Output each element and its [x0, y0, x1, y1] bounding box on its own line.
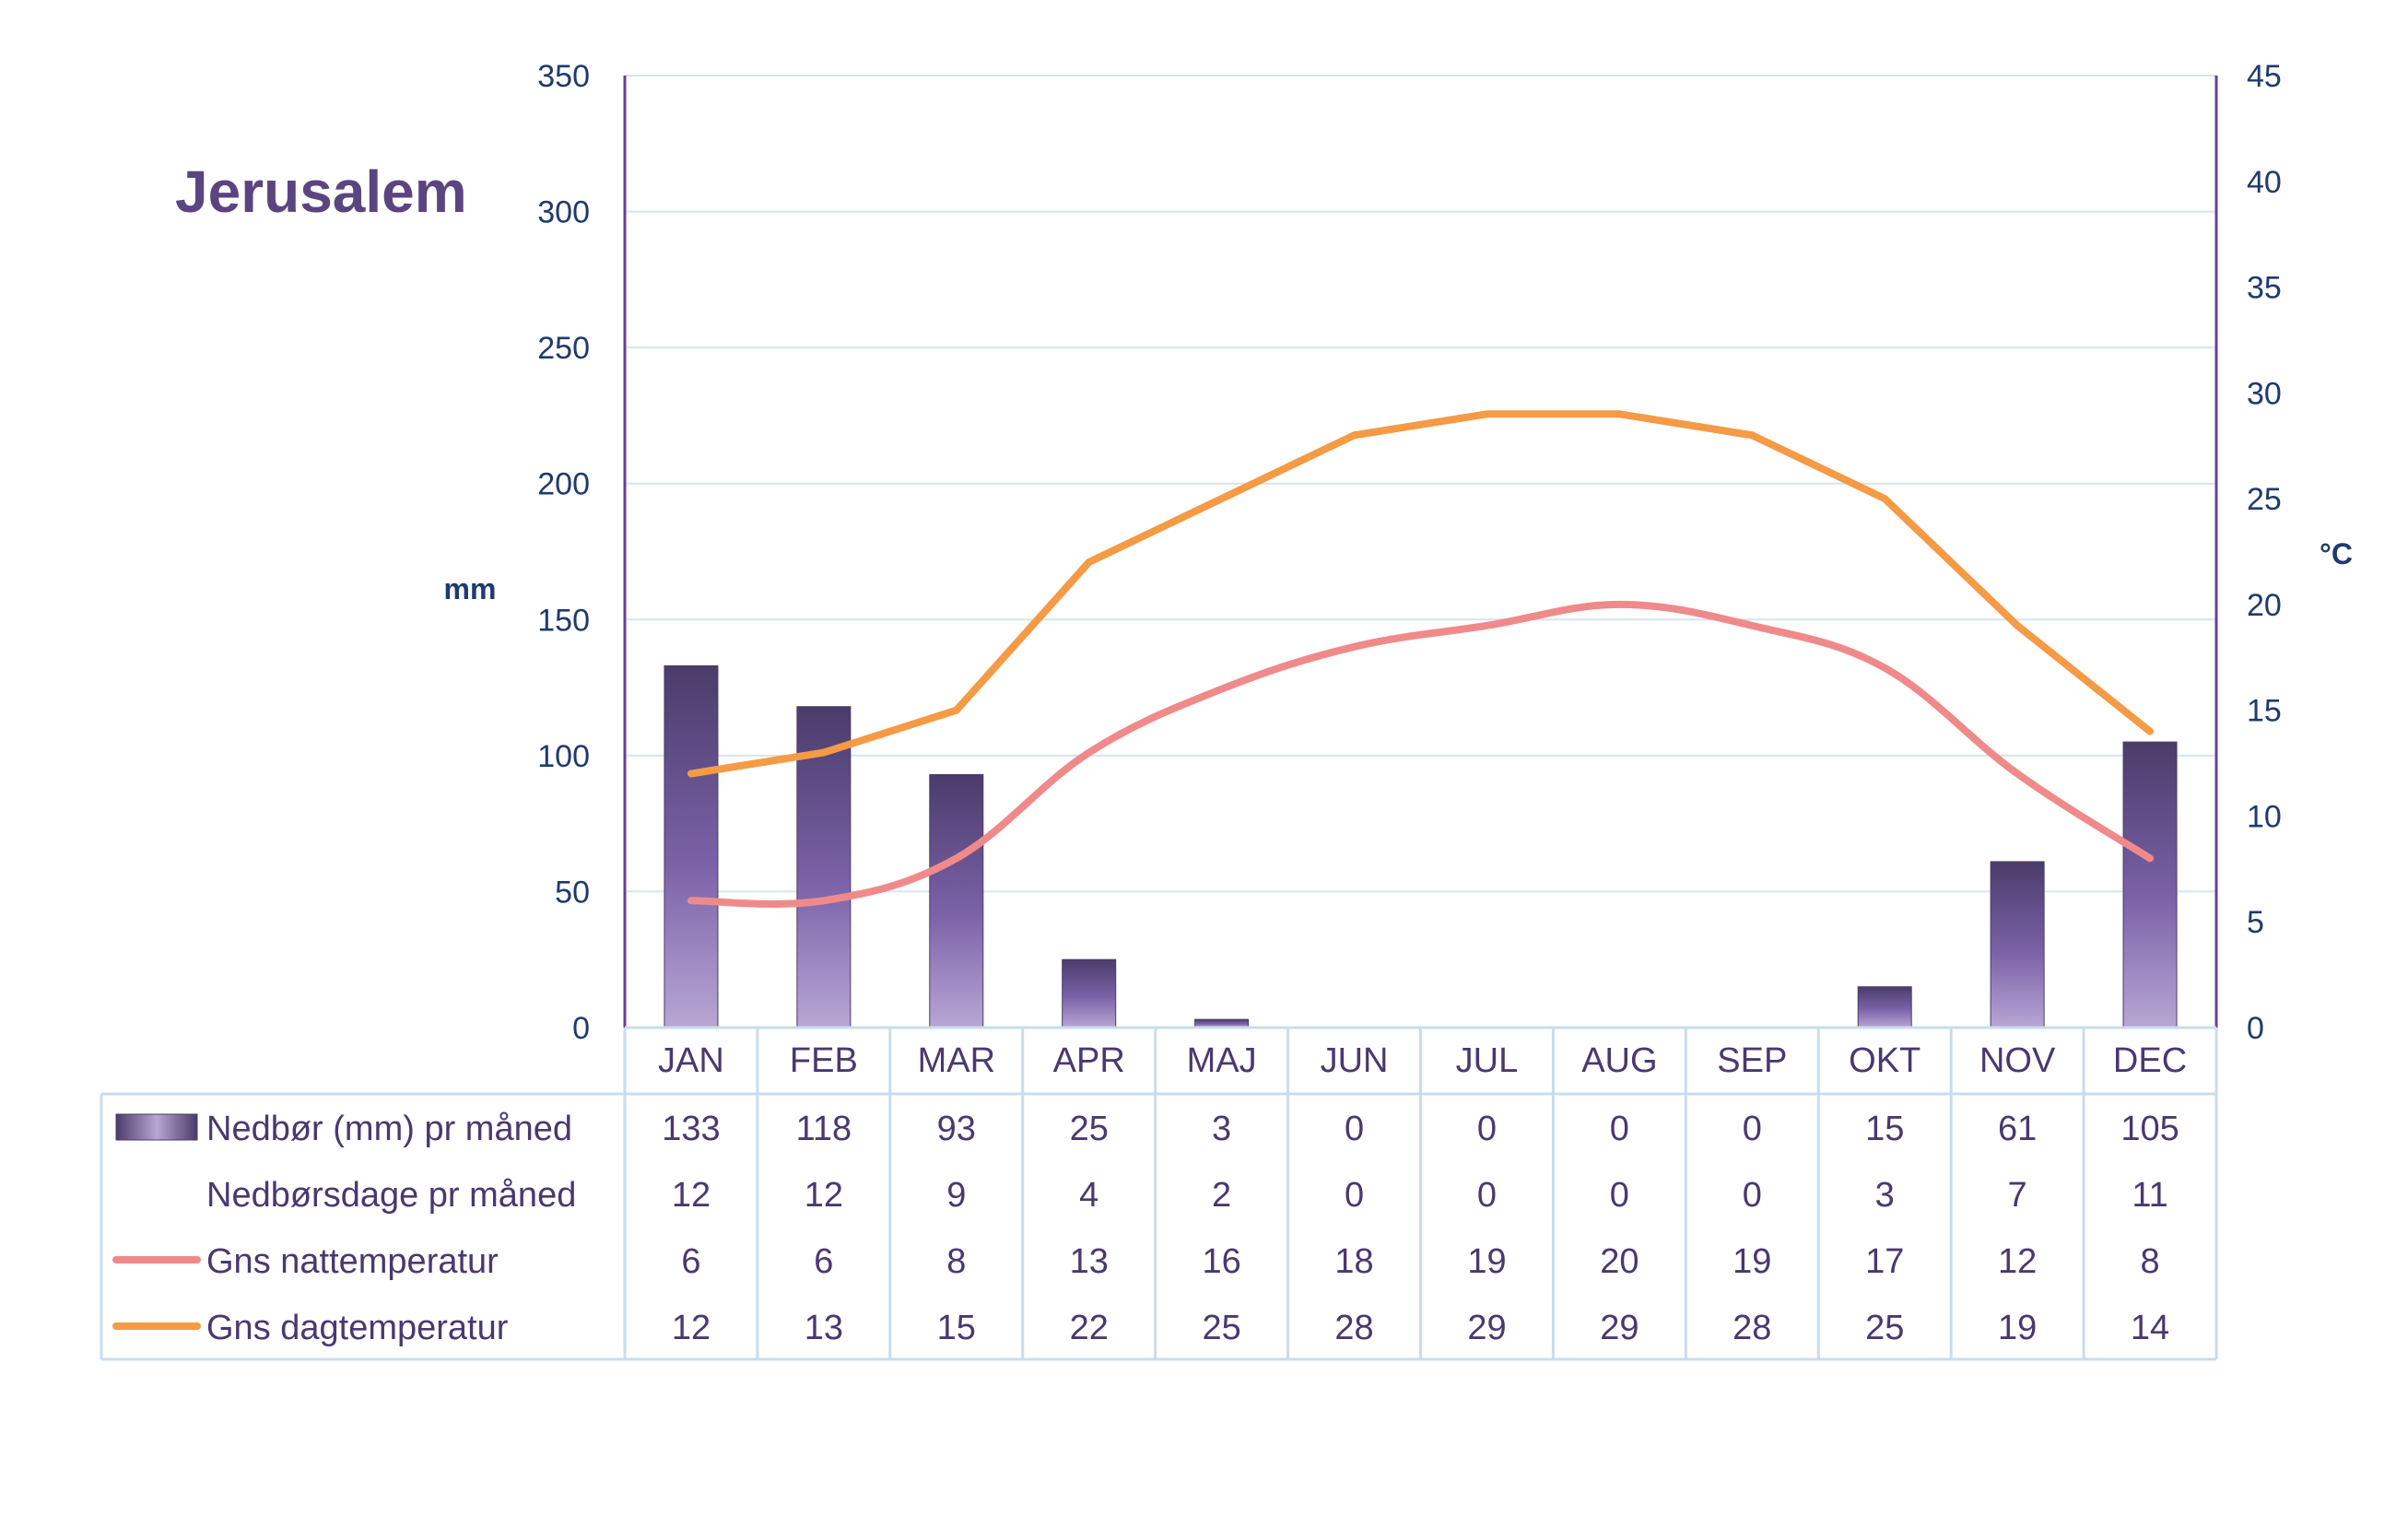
chart-title: Jerusalem	[175, 159, 467, 225]
category-label: FEB	[790, 1041, 858, 1080]
category-label: JUN	[1321, 1041, 1389, 1080]
table-cell: 105	[2120, 1110, 2179, 1148]
table-cell: 8	[2140, 1242, 2159, 1281]
table-cell: 61	[1998, 1110, 2037, 1148]
precip-bar	[929, 774, 984, 1028]
category-label: JAN	[658, 1041, 724, 1080]
table-cell: 3	[1212, 1110, 1231, 1148]
y-tick-label: 200	[537, 467, 590, 502]
table-cell: 29	[1467, 1309, 1506, 1347]
table-cell: 4	[1079, 1176, 1098, 1215]
row-label: Nedbør (mm) pr måned	[206, 1110, 572, 1148]
table-cell: 12	[672, 1176, 711, 1215]
table-cell: 0	[1345, 1176, 1364, 1215]
y2-tick-label: 0	[2247, 1011, 2264, 1046]
y2-tick-label: 30	[2247, 376, 2282, 411]
category-label: JUL	[1456, 1041, 1519, 1080]
table-cell: 16	[1202, 1242, 1240, 1281]
category-label: OKT	[1849, 1041, 1921, 1080]
table-cell: 0	[1610, 1176, 1629, 1215]
category-label: NOV	[1979, 1041, 2056, 1080]
table-cell: 13	[1070, 1242, 1109, 1281]
y-axis-label: mm	[444, 572, 497, 605]
day-temp-line	[687, 410, 2155, 778]
y2-tick-label: 10	[2247, 799, 2282, 834]
precip-bar	[664, 664, 719, 1028]
row-label: Gns dagtemperatur	[206, 1309, 509, 1347]
table-cell: 0	[1743, 1110, 1762, 1148]
table-cell: 14	[2131, 1309, 2169, 1347]
table-cell: 8	[946, 1242, 966, 1281]
table-cell: 0	[1610, 1110, 1629, 1148]
table-cell: 0	[1743, 1176, 1762, 1215]
table-cell: 19	[1998, 1309, 2037, 1347]
table-cell: 28	[1334, 1309, 1373, 1347]
table-cell: 6	[681, 1242, 700, 1281]
table-cell: 2	[1212, 1176, 1231, 1215]
y2-tick-label: 40	[2247, 165, 2282, 200]
y2-tick-label: 20	[2247, 588, 2282, 623]
table-cell: 13	[805, 1309, 843, 1347]
y2-tick-label: 25	[2247, 482, 2282, 517]
table-cell: 12	[1998, 1242, 2037, 1281]
category-label: AUG	[1581, 1041, 1657, 1080]
table-cell: 118	[796, 1110, 852, 1148]
table-cell: 0	[1477, 1110, 1497, 1148]
y2-tick-label: 5	[2247, 905, 2264, 940]
table-cell: 19	[1467, 1242, 1506, 1281]
table-cell: 29	[1600, 1309, 1639, 1347]
precip-bar	[2122, 741, 2178, 1028]
precip-bar	[1062, 958, 1117, 1028]
y-tick-label: 150	[537, 603, 590, 638]
table-cell: 25	[1202, 1309, 1240, 1347]
table-cell: 28	[1733, 1309, 1771, 1347]
night-temp-line	[687, 600, 2155, 908]
y-tick-label: 100	[537, 739, 590, 774]
table-cell: 17	[1865, 1242, 1904, 1281]
category-label: MAJ	[1187, 1041, 1257, 1080]
table-cell: 3	[1875, 1176, 1895, 1215]
table-cell: 133	[662, 1110, 720, 1148]
table-cell: 0	[1345, 1110, 1364, 1148]
y-tick-label: 350	[537, 59, 590, 94]
category-label: APR	[1053, 1041, 1125, 1080]
table-cell: 20	[1600, 1242, 1639, 1281]
y2-tick-label: 45	[2247, 59, 2282, 94]
y-tick-label: 250	[537, 331, 590, 366]
table-cell: 25	[1070, 1110, 1109, 1148]
table-cell: 22	[1070, 1309, 1109, 1347]
table-cell: 7	[2008, 1176, 2027, 1215]
table-cell: 15	[937, 1309, 976, 1347]
y2-tick-label: 35	[2247, 271, 2282, 306]
precip-bar	[1990, 861, 2045, 1028]
table-cell: 18	[1334, 1242, 1373, 1281]
y-tick-label: 50	[555, 875, 590, 910]
row-label: Nedbørsdage pr måned	[206, 1176, 576, 1215]
y2-tick-label: 15	[2247, 694, 2282, 729]
table-cell: 12	[672, 1309, 711, 1347]
y2-axis-label: °C	[2320, 537, 2353, 570]
category-label: SEP	[1717, 1041, 1787, 1080]
table-cell: 0	[1477, 1176, 1497, 1215]
table-cell: 25	[1865, 1309, 1904, 1347]
y-tick-label: 300	[537, 195, 590, 230]
table-cell: 9	[946, 1176, 966, 1215]
table-cell: 6	[814, 1242, 833, 1281]
table-cell: 19	[1733, 1242, 1771, 1281]
y-tick-label: 0	[572, 1011, 590, 1046]
category-label: DEC	[2113, 1041, 2187, 1080]
table-cell: 11	[2132, 1176, 2167, 1215]
table-cell: 15	[1865, 1110, 1904, 1148]
table-cell: 12	[805, 1176, 843, 1215]
precip-bar	[1857, 986, 1912, 1028]
row-label: Gns nattemperatur	[206, 1242, 499, 1281]
legend-key-precip	[115, 1113, 198, 1141]
category-label: MAR	[918, 1041, 995, 1080]
table-cell: 93	[937, 1110, 976, 1148]
